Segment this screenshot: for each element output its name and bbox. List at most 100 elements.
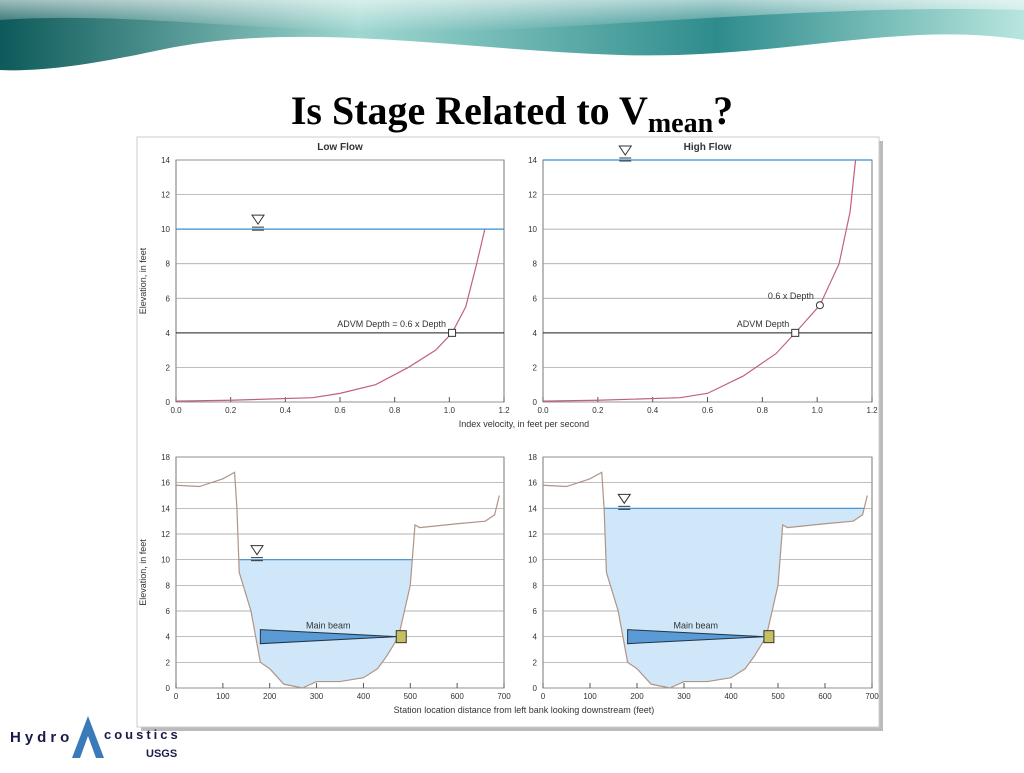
y-tick-label: 6	[533, 294, 538, 303]
y-tick-label: 18	[528, 453, 537, 462]
chart-title: Low Flow	[317, 142, 363, 153]
water-symbol	[250, 545, 264, 556]
y-tick-label: 2	[166, 658, 171, 667]
y-tick-label: 14	[528, 156, 537, 165]
x-tick-label: 0.0	[537, 406, 549, 415]
beam-label: Main beam	[673, 621, 718, 631]
marker-label: 0.6 x Depth	[768, 291, 814, 301]
logo-right: coustics	[104, 727, 181, 742]
title-main: Is Stage Related to V	[291, 88, 648, 133]
x-tick-label: 1.0	[444, 406, 456, 415]
x-tick-label: 0.8	[389, 406, 401, 415]
y-tick-label: 6	[166, 607, 171, 616]
x-axis-label: Index velocity, in feet per second	[459, 419, 589, 429]
marker	[448, 328, 457, 337]
logo-a	[72, 716, 104, 758]
x-tick-label: 0.6	[702, 406, 714, 415]
y-tick-label: 8	[533, 260, 538, 269]
y-tick-label: 6	[166, 294, 171, 303]
y-tick-label: 16	[161, 479, 170, 488]
x-axis-label: Station location distance from left bank…	[394, 705, 655, 715]
y-tick-label: 10	[161, 225, 170, 234]
y-tick-label: 14	[161, 504, 170, 513]
plot-area	[542, 159, 873, 403]
marker	[815, 301, 824, 310]
y-tick-label: 0	[166, 684, 171, 693]
y-tick-label: 10	[528, 556, 537, 565]
x-tick-label: 500	[771, 692, 785, 701]
y-tick-label: 14	[528, 504, 537, 513]
main-beam	[627, 629, 764, 645]
x-tick-label: 1.0	[812, 406, 824, 415]
x-tick-label: 100	[216, 692, 230, 701]
header-highlight	[0, 0, 1024, 33]
velocity-curve	[542, 159, 857, 402]
x-tick-label: 200	[630, 692, 644, 701]
y-tick-label: 12	[161, 191, 170, 200]
y-tick-label: 8	[533, 581, 538, 590]
channel-bed	[175, 471, 500, 689]
y-tick-label: 8	[166, 260, 171, 269]
marker	[791, 328, 800, 337]
beam-label: Main beam	[306, 621, 351, 631]
x-tick-label: 400	[357, 692, 371, 701]
logo-left: Hydro	[10, 729, 73, 746]
y-tick-label: 0	[166, 398, 171, 407]
marker-label: ADVM Depth	[737, 319, 790, 329]
x-tick-label: 200	[263, 692, 277, 701]
main-beam	[259, 629, 397, 645]
x-tick-label: 0.0	[170, 406, 182, 415]
y-tick-label: 2	[533, 363, 538, 372]
x-tick-label: 0.6	[334, 406, 346, 415]
water-symbol	[618, 145, 633, 156]
y-axis-label: Elevation, in feet	[138, 247, 148, 314]
x-tick-label: 600	[818, 692, 832, 701]
marker-label: ADVM Depth = 0.6 x Depth	[337, 319, 446, 329]
y-tick-label: 4	[533, 329, 538, 338]
x-tick-label: 0.4	[647, 406, 659, 415]
y-tick-label: 18	[161, 453, 170, 462]
y-tick-label: 0	[533, 684, 538, 693]
x-tick-label: 400	[724, 692, 738, 701]
x-tick-label: 0.2	[592, 406, 604, 415]
x-tick-label: 1.2	[498, 406, 510, 415]
x-tick-label: 500	[404, 692, 418, 701]
y-tick-label: 4	[166, 633, 171, 642]
y-tick-label: 4	[166, 329, 171, 338]
slide-title: Is Stage Related to Vmean?	[291, 88, 733, 139]
y-tick-label: 10	[161, 556, 170, 565]
x-tick-label: 700	[497, 692, 511, 701]
y-tick-label: 12	[528, 530, 537, 539]
y-tick-label: 14	[161, 156, 170, 165]
y-tick-label: 12	[528, 191, 537, 200]
y-tick-label: 8	[166, 581, 171, 590]
water-symbol	[251, 214, 265, 226]
y-tick-label: 2	[533, 658, 538, 667]
y-tick-label: 0	[533, 398, 538, 407]
y-tick-label: 12	[161, 530, 170, 539]
x-tick-label: 0	[174, 692, 179, 701]
x-tick-label: 0.4	[280, 406, 292, 415]
x-tick-label: 0	[541, 692, 546, 701]
plot-area	[175, 159, 505, 403]
x-tick-label: 100	[583, 692, 597, 701]
y-tick-label: 4	[533, 633, 538, 642]
title-end: ?	[713, 88, 733, 133]
y-tick-label: 16	[528, 479, 537, 488]
title-sub: mean	[648, 108, 714, 139]
logo-org: USGS	[146, 748, 177, 760]
x-tick-label: 300	[310, 692, 324, 701]
y-tick-label: 10	[528, 225, 537, 234]
x-tick-label: 0.8	[757, 406, 769, 415]
y-tick-label: 2	[166, 363, 171, 372]
x-tick-label: 1.2	[866, 406, 878, 415]
x-tick-label: 0.2	[225, 406, 237, 415]
x-tick-label: 300	[677, 692, 691, 701]
channel-bed	[542, 471, 868, 689]
advm-device	[395, 630, 407, 644]
y-tick-label: 6	[533, 607, 538, 616]
x-tick-label: 700	[865, 692, 879, 701]
y-axis-label: Elevation, in feet	[138, 539, 148, 606]
